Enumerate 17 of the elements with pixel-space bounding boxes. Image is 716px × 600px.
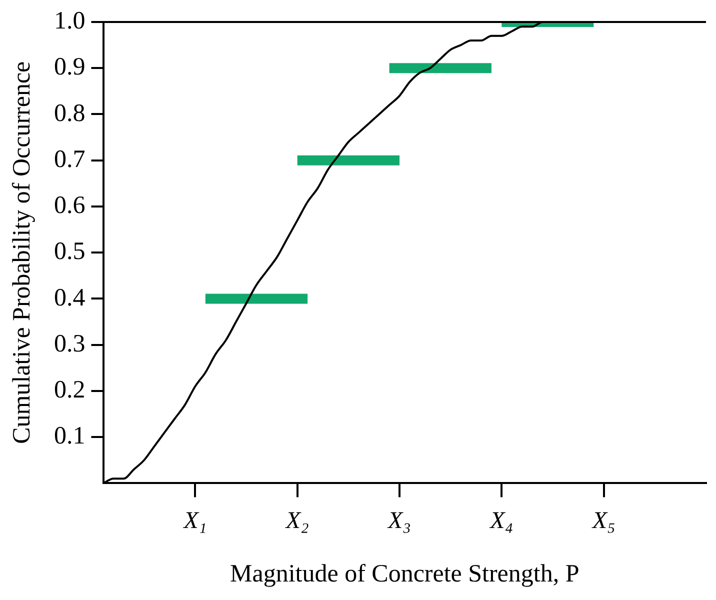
x-tick-label: X₅ bbox=[591, 508, 616, 534]
x-tick-label: X₃ bbox=[387, 508, 412, 534]
y-tick-label: 0.8 bbox=[54, 100, 86, 127]
y-tick-label: 0.7 bbox=[54, 146, 86, 173]
x-tick-label: X₂ bbox=[284, 508, 309, 534]
y-tick-label: 0.5 bbox=[54, 238, 86, 266]
y-tick-label: 0.3 bbox=[54, 330, 86, 358]
y-tick-label: 0.4 bbox=[54, 284, 86, 312]
y-tick-label: 0.6 bbox=[54, 192, 86, 220]
y-tick-label: 0.9 bbox=[54, 54, 86, 81]
y-axis-title: Cumulative Probability of Occurrence bbox=[8, 61, 36, 444]
x-tick-label: X₄ bbox=[489, 508, 514, 534]
x-axis-title: Magnitude of Concrete Strength, P bbox=[230, 560, 580, 588]
y-tick-label: 0.2 bbox=[54, 376, 86, 404]
y-tick-label: 1.0 bbox=[54, 8, 86, 35]
y-tick-label: 0.1 bbox=[54, 422, 86, 450]
x-tick-label: X₁ bbox=[182, 508, 207, 534]
